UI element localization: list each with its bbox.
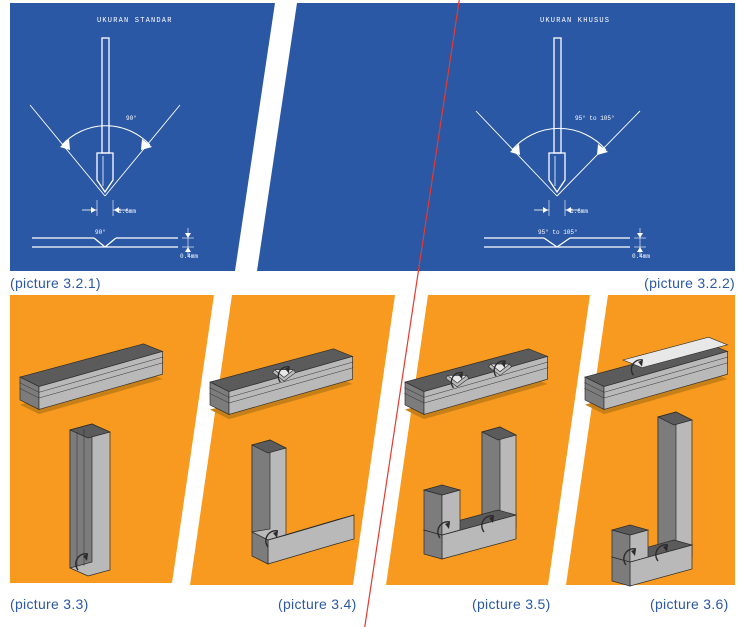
svg-text:0.4mm: 0.4mm — [180, 253, 198, 260]
caption-3-6: (picture 3.6) — [650, 596, 729, 612]
caption-3-2-1: (picture 3.2.1) — [10, 275, 101, 291]
caption-3-3: (picture 3.3) — [10, 596, 89, 612]
svg-text:90°: 90° — [95, 229, 106, 236]
caption-3-5: (picture 3.5) — [472, 596, 551, 612]
title-text-right: UKURAN KHUSUS — [540, 17, 610, 25]
svg-text:95° to 105°: 95° to 105° — [575, 115, 615, 122]
title-text-left: UKURAN STANDAR — [97, 17, 173, 25]
angle-text-left: 90° — [126, 115, 137, 122]
svg-text:95° to 105°: 95° to 105° — [538, 229, 578, 236]
diagram-canvas: UKURAN STANDAR 90° 1.6mm 90° — [0, 0, 745, 627]
caption-3-4: (picture 3.4) — [278, 596, 357, 612]
svg-text:1.6mm: 1.6mm — [570, 208, 588, 215]
orange-panel-1 — [10, 295, 214, 583]
blue-panel-left — [10, 3, 275, 271]
caption-3-2-2: (picture 3.2.2) — [644, 275, 735, 291]
svg-text:0.4mm: 0.4mm — [632, 253, 650, 260]
svg-text:1.6mm: 1.6mm — [118, 208, 136, 215]
blue-panel-right — [257, 3, 735, 271]
